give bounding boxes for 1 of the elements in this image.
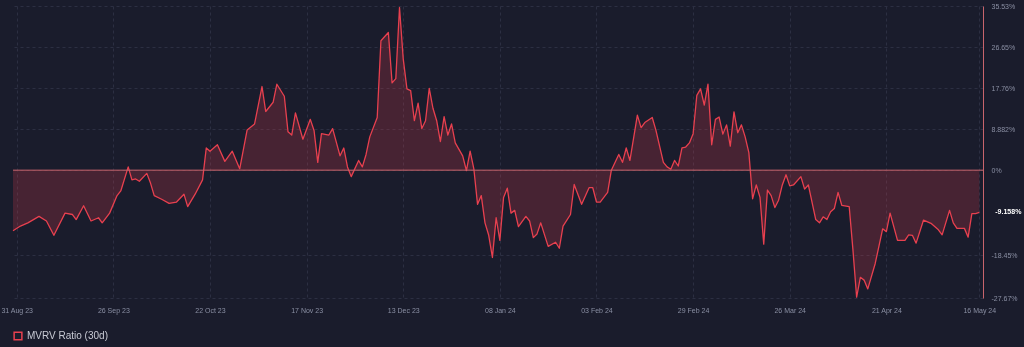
legend-label: MVRV Ratio (30d) bbox=[27, 330, 108, 341]
